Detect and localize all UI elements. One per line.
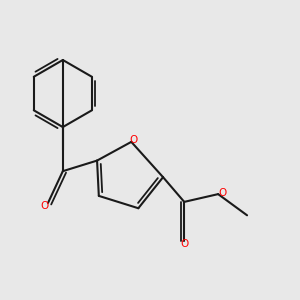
Text: O: O: [129, 135, 137, 145]
Text: O: O: [180, 239, 188, 249]
Text: O: O: [40, 201, 49, 211]
Text: O: O: [218, 188, 226, 198]
